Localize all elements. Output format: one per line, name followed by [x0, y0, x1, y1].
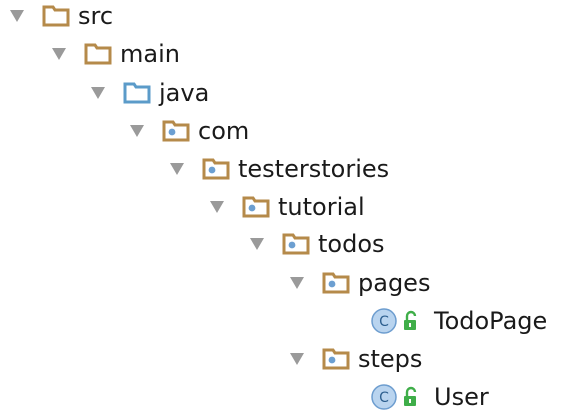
expand-arrow-icon[interactable]	[126, 112, 148, 150]
tree-node-label: TodoPage	[434, 307, 548, 335]
tree-node-pages[interactable]: pages	[286, 264, 430, 302]
class-badge-letter: C	[379, 314, 389, 330]
tree-node-label: src	[78, 2, 114, 30]
package-icon	[242, 195, 270, 219]
tree-node-label: com	[198, 117, 250, 145]
expand-arrow-icon[interactable]	[166, 150, 188, 188]
public-lock-icon	[402, 309, 422, 333]
expand-arrow-icon[interactable]	[286, 264, 308, 302]
tree-node-label: todos	[318, 230, 385, 258]
package-icon	[282, 232, 310, 256]
java-source-root-icon	[123, 81, 151, 105]
public-lock-icon	[402, 385, 422, 409]
tree-node-label: main	[120, 40, 180, 68]
expand-arrow-icon[interactable]	[48, 35, 70, 73]
package-icon	[322, 271, 350, 295]
tree-node-label: pages	[358, 269, 431, 297]
tree-node-tutorial[interactable]: tutorial	[206, 188, 365, 226]
tree-node-steps[interactable]: steps	[286, 340, 422, 378]
tree-node-label: testerstories	[238, 155, 390, 183]
tree-node-src[interactable]: src	[6, 0, 113, 35]
expand-arrow-icon[interactable]	[87, 74, 109, 112]
expand-arrow-icon[interactable]	[246, 225, 268, 263]
expand-arrow-icon[interactable]	[286, 340, 308, 378]
tree-node-user[interactable]: C User	[370, 378, 489, 416]
tree-node-label: java	[159, 79, 210, 107]
package-icon	[162, 119, 190, 143]
folder-icon	[42, 4, 70, 28]
class-badge-letter: C	[379, 390, 389, 406]
tree-node-com[interactable]: com	[126, 112, 249, 150]
tree-node-main[interactable]: main	[48, 35, 180, 73]
folder-icon	[84, 42, 112, 66]
class-icon: C	[370, 307, 398, 335]
expand-arrow-icon[interactable]	[6, 0, 28, 35]
package-icon	[202, 157, 230, 181]
class-icon: C	[370, 383, 398, 411]
tree-node-label: User	[434, 383, 489, 411]
tree-node-java[interactable]: java	[87, 74, 209, 112]
tree-node-label: tutorial	[278, 193, 365, 221]
expand-arrow-icon[interactable]	[206, 188, 228, 226]
tree-node-testerstories[interactable]: testerstories	[166, 150, 389, 188]
package-icon	[322, 347, 350, 371]
tree-node-todopage[interactable]: C TodoPage	[370, 302, 547, 340]
tree-node-label: steps	[358, 345, 423, 373]
tree-node-todos[interactable]: todos	[246, 225, 385, 263]
